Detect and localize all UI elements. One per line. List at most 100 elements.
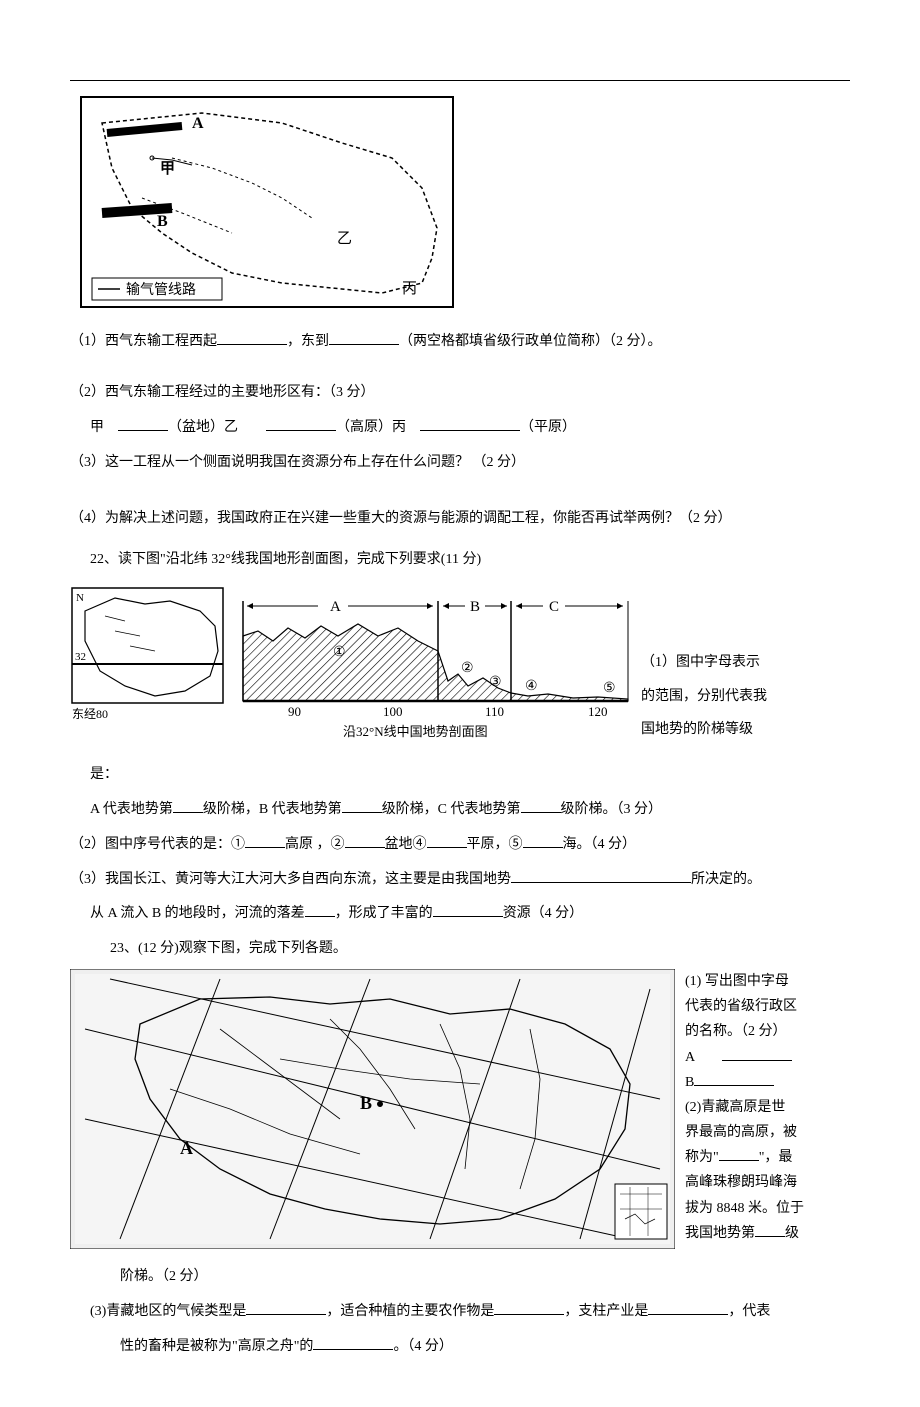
svg-text:东经80: 东经80 [72, 707, 108, 721]
q22-3b-pre: 从 A 流入 B 的地段时，河流的落差 [90, 906, 305, 921]
q22-profile: A B C ① ② ③ ④ ⑤ 90 100 110 [233, 586, 633, 750]
q21-2-blank2 [266, 415, 336, 431]
svg-text:沿32°N线中国地势剖面图: 沿32°N线中国地势剖面图 [343, 724, 488, 739]
q22-shi: 是： [70, 760, 850, 791]
q23-3-pre: (3)青藏地区的气候类型是 [90, 1304, 246, 1319]
q22-2-b2 [345, 832, 385, 848]
q22-1-blank1 [173, 797, 203, 813]
svg-text:②: ② [461, 661, 474, 676]
map1-svg: A 甲 B 乙 丙 输气管线路 [82, 98, 452, 306]
q23-3d-line: 性的畜种是被称为"高原之舟"的 。（4 分） [70, 1332, 850, 1363]
q23-3d-post: 。（4 分） [393, 1339, 453, 1354]
q23-r9: 高峰珠穆朗玛峰海 [685, 1170, 850, 1195]
q22-2-d: 海。（4 分） [563, 837, 637, 852]
q23-3d-pre: 性的畜种是被称为"高原之舟"的 [120, 1339, 313, 1354]
q22-images-row: N 32 东经80 A B [70, 586, 850, 750]
q23-r4: A [685, 1045, 850, 1070]
q23-r6: (2)青藏高原是世 [685, 1095, 850, 1120]
q23-title: 23、(12 分)观察下图，完成下列各题。 [70, 934, 850, 965]
q21-3: （3）这一工程从一个侧面说明我国在资源分布上存在什么问题？ （2 分） [70, 448, 850, 479]
svg-text:C: C [549, 599, 559, 615]
q22-1-a: A 代表地势第 [90, 802, 173, 817]
q23-r3: 的名称。（2 分） [685, 1019, 850, 1044]
q22-rt2: 的范围，分别代表我 [641, 680, 850, 714]
q23-3-b2 [494, 1299, 564, 1315]
svg-text:N: N [76, 592, 84, 604]
svg-text:110: 110 [485, 704, 504, 719]
q21-2-b: （盆地）乙 [168, 420, 238, 435]
q23-r11a: 我国地势第 [685, 1226, 755, 1241]
q23-map-container: A B [70, 969, 675, 1258]
q23-r2: 代表的省级行政区 [685, 994, 850, 1019]
q21-4: （4）为解决上述问题，我国政府正在兴建一些重大的资源与能源的调配工程，你能否再试… [70, 504, 850, 535]
q21-2-c: （高原）丙 [336, 420, 406, 435]
q21-1-text-b: ，东到 [287, 334, 329, 349]
q23-3-b: ，支柱产业是 [564, 1304, 648, 1319]
q23-r5-b: B [685, 1075, 694, 1090]
q22-1-c: 级阶梯，C 代表地势第 [382, 802, 521, 817]
map1-container: A 甲 B 乙 丙 输气管线路 [80, 96, 850, 317]
page-top-line [70, 80, 850, 81]
q23-right-column: (1) 写出图中字母 代表的省级行政区 的名称。（2 分） A B (2)青藏高… [685, 969, 850, 1246]
q21-1-blank2 [329, 329, 399, 345]
q21-2-blank1 [118, 415, 168, 431]
q21-2-title: （2）西气东输工程经过的主要地形区有：（3 分） [70, 378, 850, 409]
q23-r8-blank [719, 1145, 759, 1161]
q23-r4-a: A [685, 1050, 694, 1065]
q22-3-post: 所决定的。 [691, 872, 761, 887]
q23-r8: 称为""，最 [685, 1145, 850, 1170]
map1-label-bing: 丙 [402, 281, 417, 297]
svg-text:B: B [470, 599, 480, 615]
map1-legend-text: 输气管线路 [126, 282, 196, 298]
map1-label-yi: 乙 [337, 231, 352, 247]
svg-text:⑤: ⑤ [603, 681, 616, 696]
q21-1-text-c: （两空格都填省级行政单位简称）（2 分）。 [399, 334, 662, 349]
q22-1-b: 级阶梯，B 代表地势第 [203, 802, 342, 817]
q22-2-c: 平原，⑤ [467, 837, 523, 852]
q23-3-c: ，代表 [728, 1304, 770, 1319]
q21-1-blank1 [217, 329, 287, 345]
q22-2-line: （2）图中序号代表的是：①高原 ，②盆地④平原，⑤海。（4 分） [70, 830, 850, 861]
q23-r5-blank [694, 1070, 774, 1086]
q23-3-a: ，适合种植的主要农作物是 [326, 1304, 494, 1319]
q23-3d-blank [313, 1334, 393, 1350]
svg-text:①: ① [333, 645, 346, 660]
svg-text:100: 100 [383, 704, 403, 719]
q22-left-svg: N 32 东经80 [70, 586, 225, 726]
svg-text:③: ③ [489, 675, 502, 690]
q21-2-blank3 [420, 415, 520, 431]
q22-3b-mid: ，形成了丰富的 [335, 906, 433, 921]
map1-frame: A 甲 B 乙 丙 输气管线路 [80, 96, 454, 308]
map1-label-b: B [157, 213, 168, 230]
q22-2-b1 [245, 832, 285, 848]
svg-text:120: 120 [588, 704, 608, 719]
q22-2-b: 盆地④ [385, 837, 427, 852]
q23-r7: 界最高的高原，被 [685, 1120, 850, 1145]
q22-profile-svg: A B C ① ② ③ ④ ⑤ 90 100 110 [233, 586, 633, 741]
svg-text:90: 90 [288, 704, 301, 719]
q23-row: A B (1) 写出图中字母 代表的省级行政区 的名称。（2 分） A B (2… [70, 969, 850, 1258]
q22-3b-b2 [433, 901, 503, 917]
svg-text:A: A [180, 1138, 193, 1158]
q23-r11-blank [755, 1221, 785, 1237]
q22-3b-line: 从 A 流入 B 的地段时，河流的落差 ，形成了丰富的 资源（4 分） [70, 899, 850, 930]
q22-3-line: （3）我国长江、黄河等大江大河大多自西向东流，这主要是由我国地势所决定的。 [70, 865, 850, 896]
svg-text:A: A [330, 599, 341, 615]
q21-1: （1）西气东输工程西起，东到（两空格都填省级行政单位简称）（2 分）。 [70, 327, 850, 358]
q21-2-d: （平原） [520, 420, 576, 435]
map1-label-a: A [192, 115, 204, 132]
q22-left-map: N 32 东经80 [70, 586, 225, 735]
q23-map-svg: A B [70, 969, 675, 1249]
svg-text:32: 32 [75, 651, 86, 663]
q21-2-body: 甲 （盆地）乙 （高原）丙 （平原） [70, 413, 850, 444]
q22-1-blank3 [521, 797, 561, 813]
q23-3-b1 [246, 1299, 326, 1315]
q22-2-b4 [523, 832, 563, 848]
q23-r11b: 级 [785, 1226, 799, 1241]
q22-3-blank [511, 867, 691, 883]
q22-2-b3 [427, 832, 467, 848]
q22-1-line: A 代表地势第级阶梯，B 代表地势第级阶梯，C 代表地势第级阶梯。（3 分） [70, 795, 850, 826]
q22-title: 22、读下图"沿北纬 32°线我国地形剖面图，完成下列要求(11 分) [70, 545, 850, 576]
q22-3b-post: 资源（4 分） [503, 906, 584, 921]
q23-r8a: 称为" [685, 1150, 719, 1165]
